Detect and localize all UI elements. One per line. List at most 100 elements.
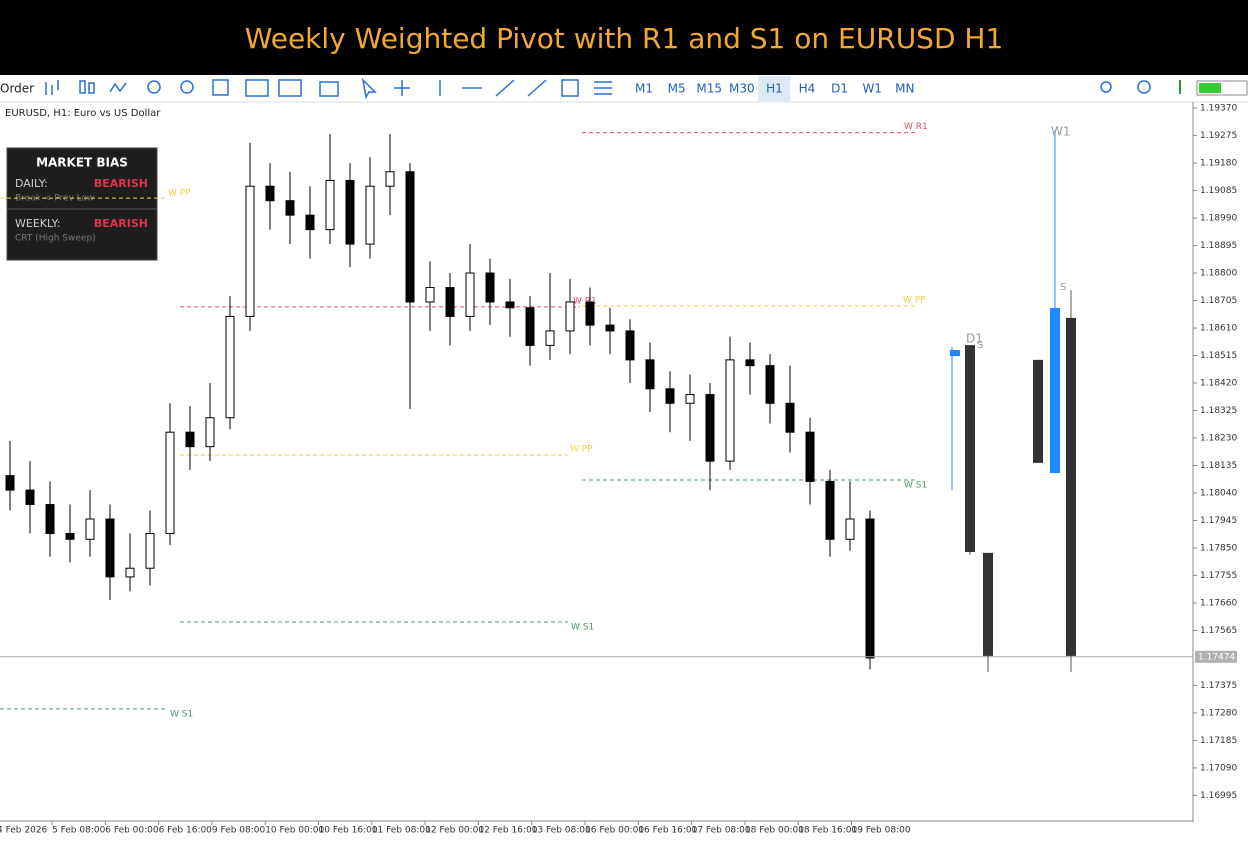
x-tick-label: 10 Feb 00:00 [265,826,324,836]
order-button[interactable]: Order [0,82,34,96]
candle-body [825,480,835,540]
timeframe-button[interactable]: M30 [729,82,755,96]
candle-body [425,287,435,303]
bias-note: CRT (High Sweep) [15,234,96,244]
y-tick-label: 1.18420 [1200,379,1237,389]
y-tick-label: 1.18230 [1200,433,1237,443]
candle-body [745,359,755,367]
pivot-label: W PP [570,445,593,455]
y-tick-label: 1.19180 [1200,159,1237,169]
candle-body [185,431,195,448]
y-tick-label: 1.17280 [1200,708,1237,718]
bias-value: BEARISH [94,177,148,190]
candle-body [145,532,155,569]
candle-body [445,287,455,317]
x-tick-label: 5 Feb 08:00 [52,826,106,836]
x-tick-label: 17 Feb 08:00 [692,826,751,836]
htf-body [1066,317,1076,656]
y-tick-label: 1.17375 [1200,681,1237,691]
pivot-label: W S1 [904,480,927,490]
candle-body [345,179,355,245]
candle-body [265,185,275,202]
timeframe-button[interactable]: M5 [668,82,686,96]
timeframe-button[interactable]: H4 [799,82,816,96]
current-price-label: 1.17474 [1198,652,1235,662]
pivot-label: W R1 [904,122,928,132]
y-tick-label: 1.17755 [1200,571,1237,581]
candle-body [725,359,735,462]
y-tick-label: 1.17565 [1200,626,1237,636]
candle-body [565,301,575,332]
bias-panel [6,147,158,261]
htf-body [965,345,975,553]
candle-body [525,307,535,346]
banner-title: Weekly Weighted Pivot with R1 and S1 on … [245,22,1004,55]
candle-body [365,185,375,245]
candle-body [245,185,255,317]
htf-label: W1 [1051,125,1071,139]
toolbar [0,75,1248,102]
candle-body [485,272,495,303]
candle-body [125,567,135,578]
htf-body [1050,308,1060,474]
x-tick-label: 18 Feb 16:00 [798,826,857,836]
y-tick-label: 1.18610 [1200,324,1237,334]
candle-body [25,489,35,506]
pivot-label: W PP [903,296,926,306]
timeframe-button[interactable]: M1 [635,82,653,96]
x-tick-label: 12 Feb 00:00 [425,826,484,836]
candle-body [205,417,215,448]
timeframe-button[interactable]: M15 [696,82,722,96]
candle-body [105,518,115,578]
y-tick-label: 1.16995 [1200,791,1237,801]
toolbar-icons[interactable] [45,77,1248,100]
candle-body [165,431,175,534]
candle-body [65,532,75,540]
candle-body [465,272,475,317]
y-tick-label: 1.19370 [1200,104,1237,114]
x-tick-label: 19 Feb 08:00 [852,826,911,836]
candle-body [585,301,595,326]
candle-body [385,171,395,187]
candle-body [285,200,295,216]
x-tick-label: 6 Feb 00:00 [105,826,159,836]
x-tick-label: 9 Feb 08:00 [212,826,266,836]
timeframe-button[interactable]: D1 [831,82,848,96]
bias-value: BEARISH [94,217,148,230]
bias-title: MARKET BIAS [36,156,128,170]
pivot-label: W S1 [170,709,193,719]
candle-body [85,518,95,540]
candle-body [45,504,55,534]
candle-body [625,330,635,361]
y-tick-label: 1.18325 [1200,406,1237,416]
htf-body [983,552,993,656]
timeframe-button[interactable]: MN [895,82,914,96]
pivot-label: W S1 [571,623,594,633]
x-tick-label: 10 Feb 16:00 [319,826,378,836]
htf-body [950,350,960,357]
candle-body [805,431,815,482]
y-tick-label: 1.19085 [1200,186,1237,196]
candle-body [665,388,675,404]
candle-body [685,394,695,404]
y-tick-label: 1.18705 [1200,296,1237,306]
timeframe-active [758,76,791,101]
candle-body [325,179,335,231]
x-tick-label: 6 Feb 16:00 [159,826,213,836]
current-price-box [1195,650,1237,663]
y-tick-label: 1.18800 [1200,269,1237,279]
pivot-label: W R1 [573,296,597,306]
y-tick-label: 1.17660 [1200,598,1237,608]
symbol-label: EURUSD, H1: Euro vs US Dollar [5,108,161,119]
y-tick-label: 1.17850 [1200,543,1237,553]
timeframe-button[interactable]: H1 [766,82,783,96]
x-tick-label: 16 Feb 00:00 [585,826,644,836]
y-tick-label: 1.18515 [1200,351,1237,361]
candle-body [505,301,515,309]
candle-body [605,324,615,332]
y-tick-label: 1.17945 [1200,516,1237,526]
candle-body [765,365,775,404]
timeframe-button[interactable]: W1 [862,82,882,96]
x-tick-label: 12 Feb 16:00 [478,826,537,836]
